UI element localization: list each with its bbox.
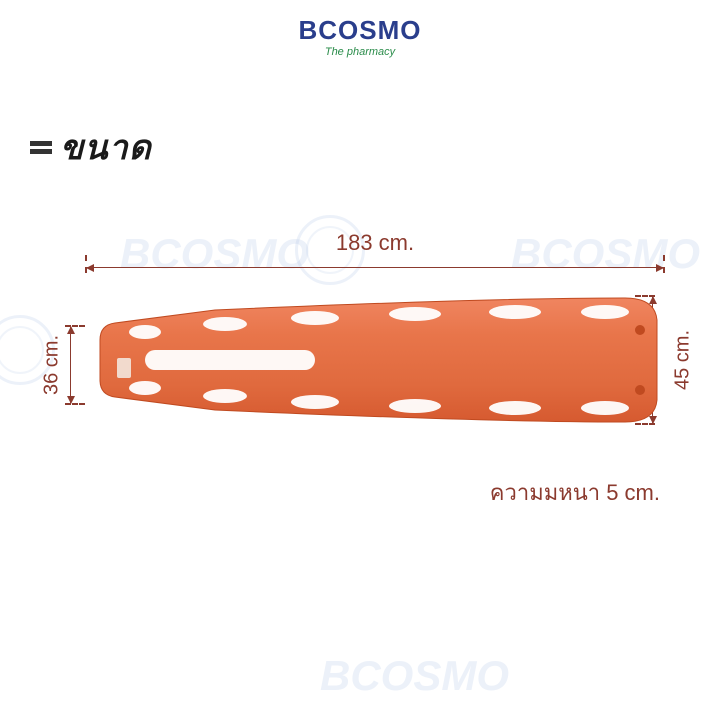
- logo-brand-text: BCOSMO: [299, 15, 422, 46]
- dimension-width-wide-label: 45 cm.: [671, 330, 694, 390]
- dimension-length: 183 cm.: [85, 230, 665, 275]
- dimension-thickness-label: ความมหนา 5 cm.: [490, 475, 660, 510]
- section-title-text: ขนาด: [60, 120, 152, 174]
- dimension-diagram: 183 cm. 36 cm. 45 cm.: [30, 230, 690, 490]
- spine-board-product: [85, 290, 665, 430]
- dimension-length-label: 183 cm.: [85, 230, 665, 256]
- watermark-text: BCOSMO: [320, 652, 509, 700]
- logo-tagline: The pharmacy: [299, 46, 422, 58]
- dimension-line: [85, 261, 665, 275]
- title-bars-icon: [30, 141, 52, 154]
- dimension-width-narrow-label: 36 cm.: [41, 335, 64, 395]
- spine-board-svg: [85, 290, 665, 430]
- dimension-width-narrow: 36 cm.: [30, 325, 85, 405]
- brand-logo: BCOSMO The pharmacy: [299, 15, 422, 58]
- section-title: ขนาด: [30, 120, 152, 174]
